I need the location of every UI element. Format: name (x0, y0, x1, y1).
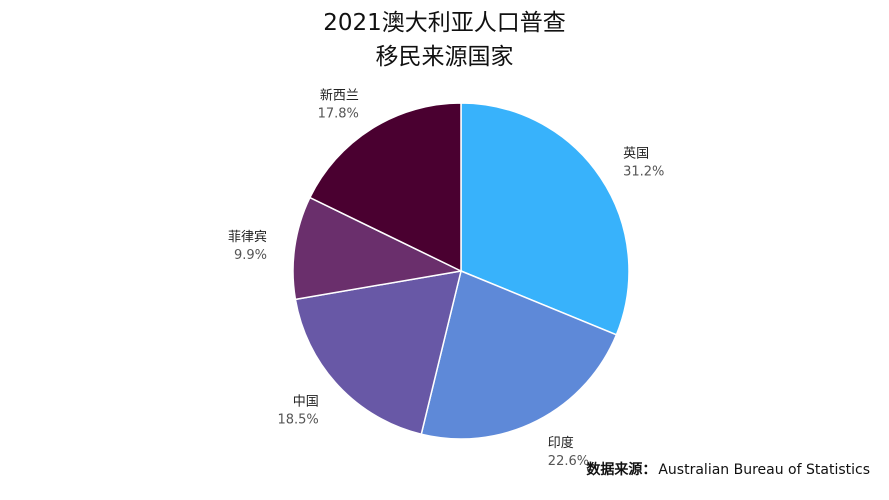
slice-label-0: 英国 (623, 147, 649, 162)
pie-slice-1 (420, 269, 618, 440)
slice-value-1: 22.6% (548, 454, 589, 469)
source-label: 数据来源： (586, 462, 657, 478)
pie-slice-2 (294, 270, 462, 436)
pie-slice-4 (308, 102, 462, 273)
slice-label-1: 印度 (548, 435, 574, 451)
slice-label-2: 中国 (293, 394, 319, 409)
chart-title-line-2: 移民来源国家 (375, 44, 514, 70)
pie-slice-3 (292, 196, 464, 301)
slice-label-4: 新西兰 (320, 87, 359, 103)
slice-value-2: 18.5% (277, 412, 318, 427)
source-value: Australian Bureau of Statistics (658, 462, 870, 478)
slice-value-4: 17.8% (318, 106, 359, 121)
source-note: 数据来源： Australian Bureau of Statistics (586, 460, 870, 480)
slice-value-3: 9.9% (234, 248, 267, 263)
chart-title: 2021澳大利亚人口普查 移民来源国家 (0, 6, 889, 74)
slice-value-0: 31.2% (623, 165, 664, 180)
chart-title-line-1: 2021澳大利亚人口普查 (323, 10, 566, 36)
slice-label-3: 菲律宾 (228, 229, 267, 245)
pie-slice-0 (460, 102, 630, 336)
